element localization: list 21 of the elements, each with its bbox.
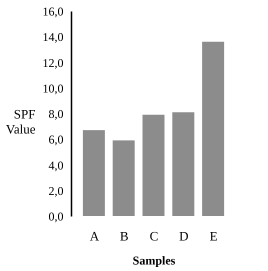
y-tick-label: 14,0 — [42, 30, 64, 44]
x-axis-title: Samples — [132, 254, 176, 268]
y-tick-label: 16,0 — [42, 4, 64, 18]
y-tick-label: 0,0 — [48, 210, 64, 224]
y-tick-label: 8,0 — [48, 107, 64, 121]
bar — [142, 114, 164, 216]
y-tick-label: 6,0 — [48, 132, 64, 147]
y-tick-label: 10,0 — [42, 81, 64, 96]
bar — [202, 42, 224, 216]
bar — [82, 130, 105, 216]
x-tick-label: C — [150, 228, 158, 244]
x-tick-label: D — [179, 228, 189, 244]
bar — [112, 140, 135, 216]
x-tick-label: A — [90, 228, 100, 244]
bar — [172, 112, 194, 216]
x-tick-label: E — [210, 228, 218, 244]
x-tick-label: B — [120, 228, 129, 244]
y-tick-label: 2,0 — [48, 184, 64, 198]
y-tick-label: 12,0 — [42, 56, 64, 70]
y-tick-label: 4,0 — [48, 158, 64, 172]
y-axis-title: SPF Value — [6, 106, 36, 136]
